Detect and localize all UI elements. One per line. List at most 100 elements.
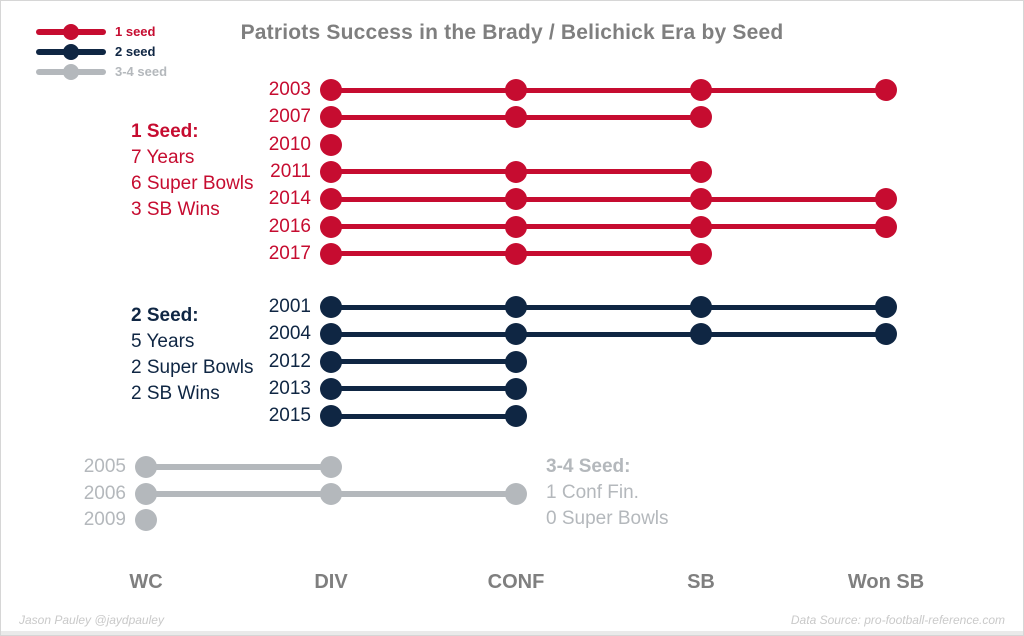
- stage-dot-DIV: [320, 296, 342, 318]
- run-line: [146, 464, 331, 470]
- stage-dot-DIV: [320, 106, 342, 129]
- stage-dot-CONF: [505, 106, 527, 129]
- annotation-3-4-seed: 3-4 Seed: 1 Conf Fin. 0 Super Bowls: [546, 454, 669, 532]
- stage-dot-Won-SB: [875, 296, 897, 318]
- stage-dot-DIV: [320, 160, 342, 183]
- year-label: 2006: [83, 482, 126, 504]
- stage-dot-SB: [690, 188, 712, 211]
- annotation-2-seed: 2 Seed: 5 Years 2 Super Bowls 2 SB Wins: [131, 303, 254, 407]
- legend-label: 2 seed: [115, 44, 156, 59]
- legend-label: 3-4 seed: [115, 64, 168, 79]
- author-credit: Jason Pauley @jaydpauley: [19, 613, 164, 627]
- axis-label-SB: SB: [687, 571, 715, 593]
- stage-dot-SB: [690, 323, 712, 346]
- stage-dot-DIV: [320, 133, 342, 156]
- year-label: 2011: [270, 160, 311, 182]
- run-line: [331, 114, 701, 120]
- year-label: 2005: [83, 456, 126, 477]
- annotation-line: 3 SB Wins: [131, 199, 220, 220]
- stage-dot-WC: [135, 456, 157, 478]
- run-line: [331, 196, 886, 202]
- stage-dot-DIV: [320, 79, 342, 101]
- year-label: 2013: [268, 377, 311, 399]
- lollipop-icon: [36, 64, 106, 80]
- stage-dot-SB: [690, 79, 712, 101]
- annotation-line: 2 SB Wins: [131, 383, 220, 404]
- run-line: [331, 169, 701, 175]
- stage-dot-CONF: [505, 350, 527, 373]
- stage-dot-SB: [690, 160, 712, 183]
- year-label: 2015: [268, 405, 311, 426]
- stage-dot-CONF: [505, 160, 527, 183]
- stage-dot-DIV: [320, 215, 342, 238]
- legend-item-2-seed: 2 seed: [36, 42, 167, 62]
- axis-label-Won-SB: Won SB: [847, 571, 925, 593]
- stage-dot-SB: [690, 215, 712, 238]
- run-line: [331, 359, 516, 364]
- stage-dot-DIV: [320, 405, 342, 427]
- run-line: [331, 413, 516, 419]
- stage-dot-DIV: [320, 377, 342, 400]
- annotation-line: 2 Super Bowls: [131, 357, 254, 378]
- run-line: [331, 386, 516, 392]
- axis-label-DIV: DIV: [314, 571, 348, 593]
- year-label: 2014: [268, 188, 311, 210]
- stage-dot-Won-SB: [875, 188, 897, 211]
- stage-dot-WC: [135, 509, 157, 531]
- annotation-heading: 1 Seed:: [131, 121, 199, 142]
- stage-dot-CONF: [505, 482, 527, 505]
- stage-dot-CONF: [505, 323, 527, 346]
- stage-dot-CONF: [505, 79, 527, 101]
- legend-dot-shape: [63, 24, 79, 40]
- lollipop-icon: [36, 24, 106, 40]
- legend-dot-shape: [63, 64, 79, 80]
- annotation-heading: 3-4 Seed:: [546, 456, 631, 477]
- stage-dot-CONF: [505, 405, 527, 427]
- axis-label-CONF: CONF: [487, 571, 545, 593]
- stage-dot-CONF: [505, 215, 527, 238]
- run-line: [331, 304, 886, 310]
- annotation-heading: 2 Seed:: [131, 305, 199, 326]
- stage-dot-CONF: [505, 188, 527, 211]
- year-label: 2007: [268, 106, 311, 128]
- stage-dot-CONF: [505, 296, 527, 318]
- run-line: [331, 251, 701, 257]
- year-label: 2001: [268, 296, 311, 317]
- legend-item-3-4-seed: 3-4 seed: [36, 62, 167, 82]
- year-label: 2016: [268, 215, 311, 237]
- stage-dot-DIV: [320, 188, 342, 211]
- data-source: Data Source: pro-football-reference.com: [790, 613, 1005, 627]
- year-label: 2017: [268, 242, 311, 264]
- chart-title: Patriots Success in the Brady / Belichic…: [240, 21, 784, 44]
- axis-label-WC: WC: [129, 571, 163, 593]
- annotation-line: 7 Years: [131, 147, 195, 168]
- stage-dot-Won-SB: [875, 323, 897, 346]
- legend-label: 1 seed: [115, 24, 156, 39]
- annotation-line: 6 Super Bowls: [131, 173, 254, 194]
- stage-dot-SB: [690, 106, 712, 129]
- stage-dot-DIV: [320, 242, 342, 265]
- legend-dot-shape: [63, 44, 79, 60]
- annotation-1-seed: 1 Seed: 7 Years 6 Super Bowls 3 SB Wins: [131, 119, 254, 223]
- annotation-line: 5 Years: [131, 331, 195, 352]
- run-line: [331, 331, 886, 337]
- stage-dot-Won-SB: [875, 215, 897, 238]
- stage-dot-CONF: [505, 377, 527, 400]
- stage-dot-Won-SB: [875, 79, 897, 101]
- legend: 1 seed 2 seed 3-4 seed: [36, 22, 167, 82]
- stage-dot-DIV: [320, 350, 342, 373]
- bottom-border: [1, 631, 1023, 635]
- year-label: 2012: [268, 350, 311, 372]
- stage-dot-SB: [690, 296, 712, 318]
- lollipop-icon: [36, 44, 106, 60]
- stage-dot-DIV: [320, 456, 342, 478]
- year-label: 2010: [268, 133, 311, 155]
- year-label: 2009: [83, 509, 126, 530]
- legend-item-1-seed: 1 seed: [36, 22, 167, 42]
- run-line: [146, 490, 516, 497]
- stage-dot-CONF: [505, 242, 527, 265]
- run-line: [331, 224, 886, 229]
